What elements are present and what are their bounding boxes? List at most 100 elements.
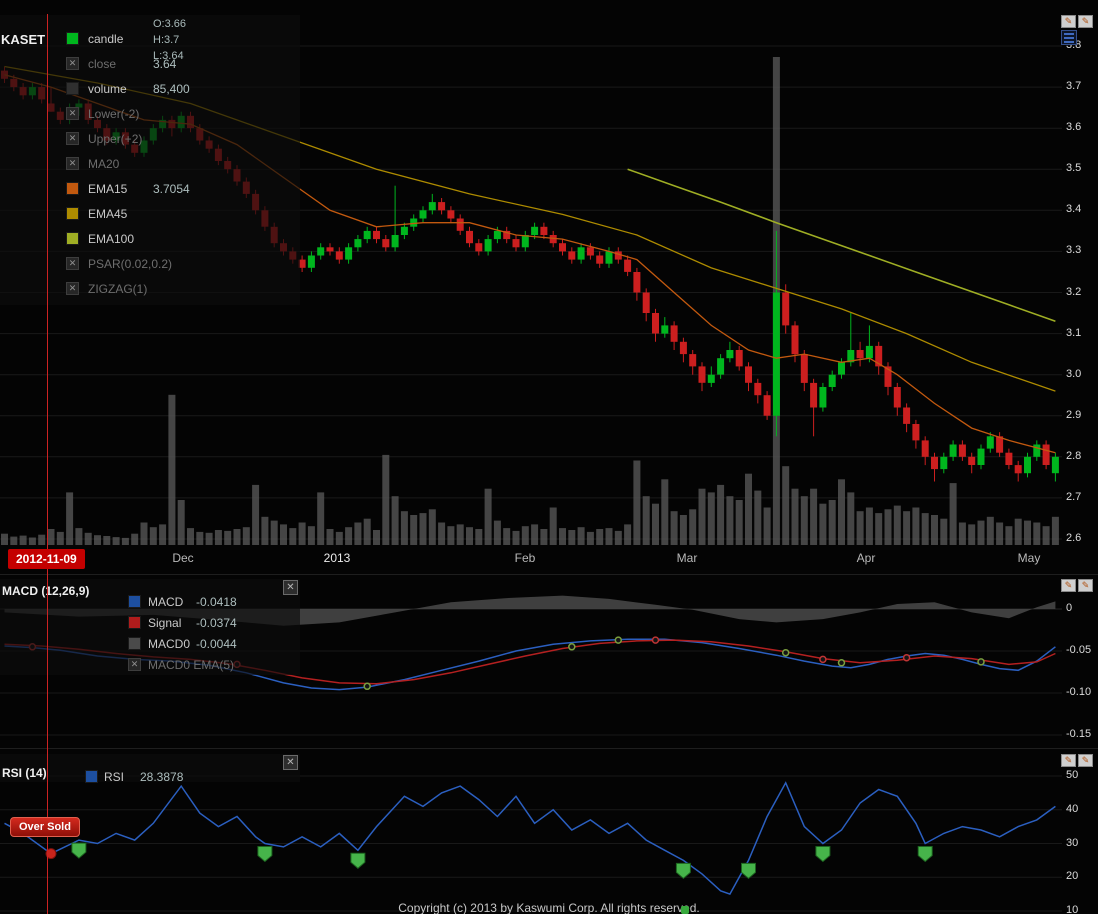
legend-value: 3.64: [153, 57, 177, 71]
legend-item-signal[interactable]: Signal -0.0374: [0, 614, 300, 636]
macd-cross-marker: [819, 655, 827, 664]
buy-signal-marker: [675, 862, 691, 880]
axis-tick-label: 3.0: [1066, 367, 1082, 380]
rsi-legend-background: [0, 754, 300, 782]
buy-signal-marker: [350, 852, 366, 869]
legend-value: -0.0044: [196, 637, 237, 651]
buy-signal-marker: [815, 846, 831, 863]
macd-cross-marker: [781, 648, 790, 657]
legend-value: 28.3878: [140, 770, 184, 784]
axis-tick-label: 50: [1066, 769, 1079, 781]
legend-checkbox-off[interactable]: ✕: [66, 257, 79, 270]
axis-tick-label: 3.5: [1066, 162, 1082, 175]
legend-item-ma20[interactable]: ✕ MA20: [0, 155, 300, 177]
legend-item-close[interactable]: ✕ close 3.64: [0, 55, 300, 77]
legend-checkbox-off[interactable]: ✕: [66, 157, 79, 170]
legend-item-volume[interactable]: volume 85,400: [0, 80, 300, 102]
macd-legend-background: [0, 579, 300, 675]
axis-tick-label: 3.1: [1066, 326, 1082, 339]
axis-tick-label: 30: [1066, 836, 1079, 849]
legend-item-macd0[interactable]: MACD0 -0.0044: [0, 635, 300, 657]
legend-swatch[interactable]: [66, 82, 79, 95]
legend-checkbox-off[interactable]: ✕: [66, 282, 79, 295]
legend-value: 85,400: [153, 82, 190, 96]
legend-swatch[interactable]: [66, 32, 79, 45]
time-axis-label: Apr: [856, 551, 876, 565]
legend-swatch[interactable]: [85, 770, 98, 783]
oversold-badge: Over Sold: [10, 817, 80, 837]
footer-marker-dot: [681, 906, 689, 914]
macd-cross-marker: [614, 636, 623, 644]
legend-label: RSI: [104, 770, 125, 784]
legend-swatch[interactable]: [128, 637, 141, 650]
axis-tick-label: 20: [1066, 870, 1079, 883]
macd-cross-marker: [568, 643, 576, 651]
indicator-line: [627, 168, 1056, 323]
axis-tick-label: 2.8: [1066, 449, 1082, 462]
legend-label: candle: [88, 32, 124, 46]
rsi-chart[interactable]: [0, 749, 1062, 914]
axis-tick-label: 0: [1066, 602, 1073, 614]
macd-cross-marker: [651, 636, 660, 644]
macd-cross-marker: [363, 682, 371, 691]
axis-tick-label: 2.7: [1066, 490, 1082, 503]
axis-tick-label: 3.6: [1066, 121, 1082, 134]
edit-tool-icon[interactable]: [1078, 754, 1093, 767]
symbol-title: KASET: [1, 32, 46, 47]
legend-label: Lower(-2): [88, 107, 140, 121]
edit-tool-icon[interactable]: [1078, 579, 1093, 592]
legend-swatch[interactable]: [66, 232, 79, 245]
legend-label: MACD: [148, 595, 184, 609]
legend-checkbox-off[interactable]: ✕: [66, 107, 79, 120]
legend-checkbox-off[interactable]: ✕: [66, 132, 79, 145]
legend-item-macd0ema[interactable]: ✕ MACD0 EMA(5): [0, 656, 300, 678]
axis-tick-label: 10: [1066, 904, 1079, 914]
legend-item-lower[interactable]: ✕ Lower(-2): [0, 105, 300, 127]
buy-signal-marker: [741, 862, 756, 880]
edit-tool-icon[interactable]: [1078, 15, 1093, 28]
legend-label: EMA100: [88, 232, 135, 246]
legend-checkbox-off[interactable]: ✕: [128, 658, 141, 671]
legend-value: 3.7054: [153, 182, 190, 196]
legend-label: MA20: [88, 157, 120, 171]
legend-label: close: [88, 57, 117, 71]
axis-tick-label: 2.9: [1066, 408, 1082, 421]
rsi-panel: RSI (14) Over Sold 50 40 30 20 10 RSI 28.3878: [0, 748, 1098, 914]
legend-checkbox-off[interactable]: ✕: [66, 57, 79, 70]
legend-label: volume: [88, 82, 127, 96]
legend-swatch[interactable]: [66, 207, 79, 220]
legend-item-candle[interactable]: candle: [0, 30, 300, 52]
axis-tick-label: -0.05: [1066, 644, 1092, 656]
legend-item-psar[interactable]: ✕ PSAR(0.02,0.2): [0, 255, 300, 277]
legend-item-ema15[interactable]: EMA15 3.7054: [0, 180, 300, 202]
legend-item-zigzag[interactable]: ✕ ZIGZAG(1): [0, 280, 300, 302]
legend-label: MACD0: [148, 637, 191, 651]
axis-tick-label: 2.6: [1066, 532, 1082, 544]
legend-swatch[interactable]: [66, 182, 79, 195]
time-axis-label: 2013: [323, 551, 351, 565]
draw-tool-icon[interactable]: [1061, 15, 1076, 28]
crosshair-line: [47, 14, 48, 914]
draw-tool-icon[interactable]: [1061, 579, 1076, 592]
close-macd-button[interactable]: [283, 580, 298, 595]
legend-item-macd[interactable]: MACD -0.0418: [0, 593, 300, 615]
legend-swatch[interactable]: [128, 616, 141, 629]
axis-tick-label: -0.15: [1066, 728, 1092, 740]
indicator-settings-icon[interactable]: [1061, 30, 1077, 45]
legend-item-ema100[interactable]: EMA100: [0, 230, 300, 252]
axis-tick-label: 3.7: [1066, 80, 1082, 93]
macd-cross-marker: [977, 658, 985, 666]
legend-item-upper[interactable]: ✕ Upper(+2): [0, 130, 300, 152]
copyright-text: Copyright (c) 2013 by Kaswumi Corp. All …: [398, 901, 700, 914]
legend-swatch[interactable]: [128, 595, 141, 608]
axis-tick-label: -0.10: [1066, 686, 1092, 698]
time-axis-label: Feb: [514, 551, 536, 565]
legend-label: ZIGZAG(1): [88, 282, 148, 296]
close-rsi-button[interactable]: [283, 755, 298, 770]
legend-item-ema45[interactable]: EMA45: [0, 205, 300, 227]
legend-label: EMA15: [88, 182, 128, 196]
buy-signal-marker: [257, 846, 273, 863]
draw-tool-icon[interactable]: [1061, 754, 1076, 767]
rsi-title: RSI (14): [2, 766, 47, 780]
legend-item-rsi[interactable]: RSI 28.3878: [0, 768, 300, 790]
